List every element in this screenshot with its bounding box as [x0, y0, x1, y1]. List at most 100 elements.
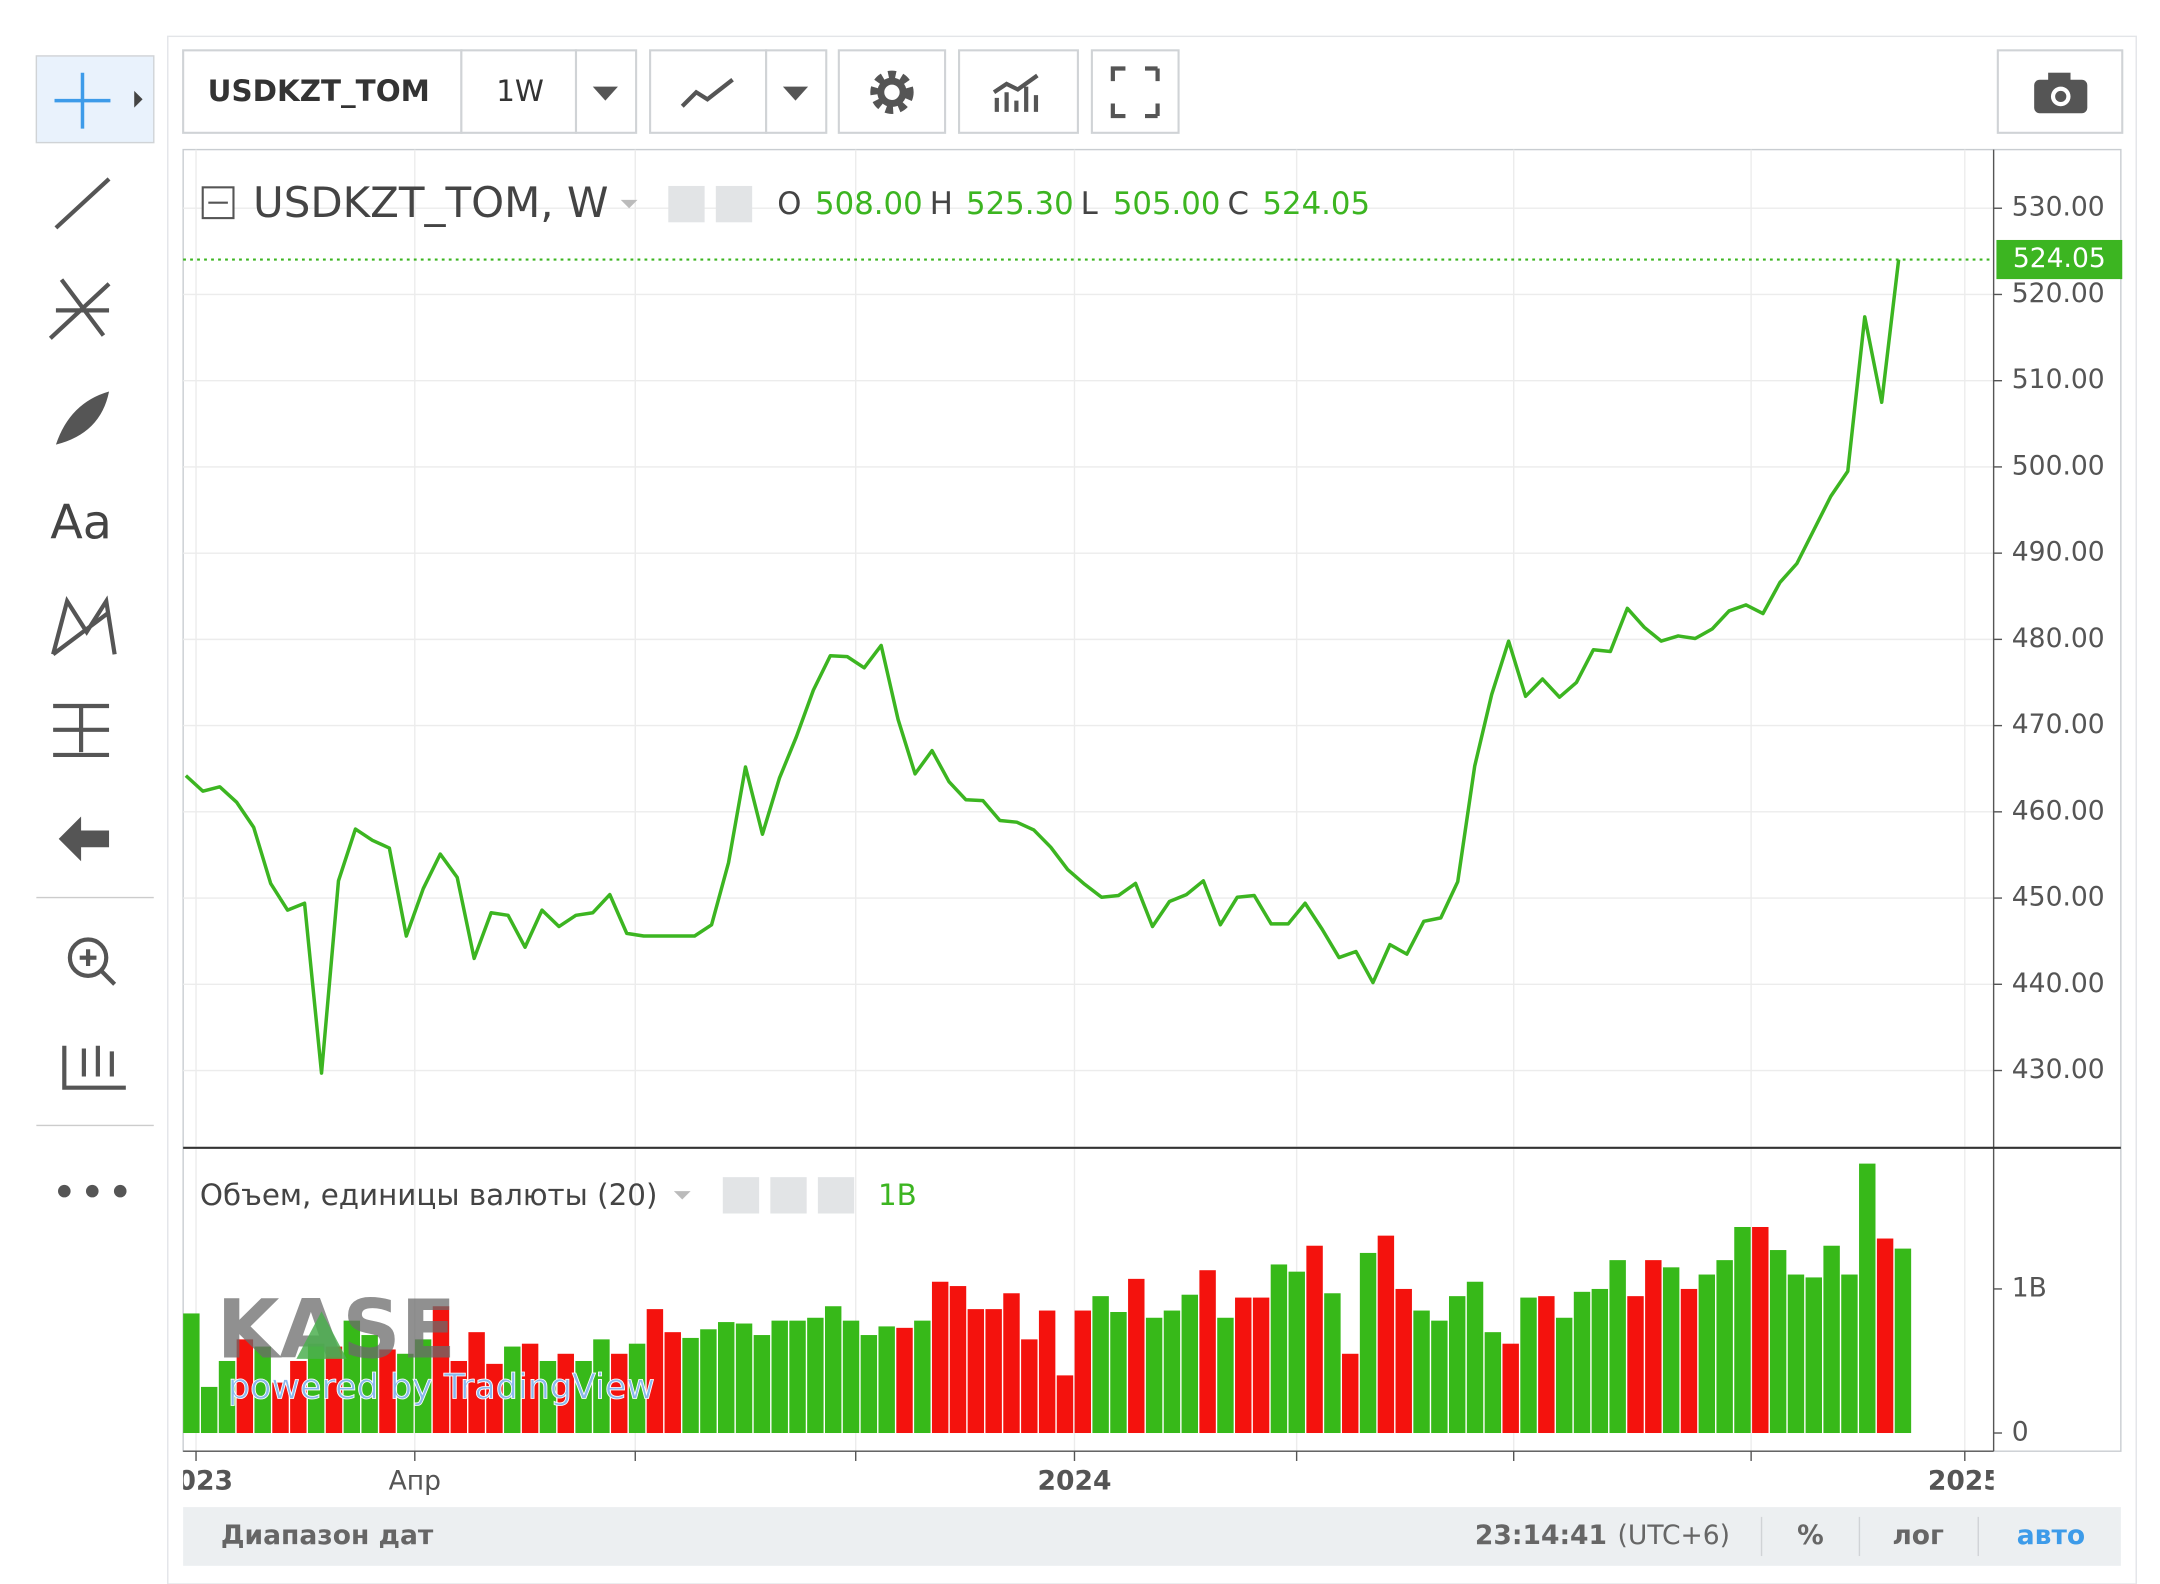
volume-bar [1538, 1296, 1555, 1434]
settings-button[interactable] [770, 1177, 807, 1214]
volume-bar [450, 1360, 468, 1434]
y-tick-label: 440.00 [2012, 968, 2105, 999]
volume-bar [1787, 1274, 1805, 1434]
volume-bar [1199, 1270, 1216, 1434]
volume-bar [628, 1343, 646, 1434]
log-toggle[interactable]: лог [1892, 1520, 1944, 1551]
y-tick-label: 490.00 [2012, 537, 2105, 568]
y-tick-label: 0 [2012, 1417, 2029, 1448]
volume-bar [539, 1360, 557, 1434]
back-tool[interactable] [58, 816, 110, 862]
date-range-button[interactable]: Диапазон дат [221, 1520, 434, 1551]
high-label: H [930, 186, 953, 222]
pitchfork-tool[interactable] [48, 278, 111, 340]
volume-bar [914, 1320, 931, 1434]
volume-bar [379, 1349, 396, 1434]
remove-button[interactable] [817, 1177, 855, 1214]
settings-button[interactable] [837, 49, 947, 134]
y-tick-label: 470.00 [2012, 709, 2105, 740]
volume-bar [646, 1309, 664, 1434]
ruler-tool[interactable] [62, 1045, 126, 1090]
low-label: L [1081, 186, 1098, 222]
volume-bar [1128, 1278, 1145, 1434]
volume-bar [468, 1332, 485, 1434]
x-tick-label: 2025 [1928, 1465, 2002, 1496]
volume-bar [557, 1353, 574, 1434]
volume-bar [183, 1313, 200, 1434]
volume-bar [718, 1322, 735, 1434]
volume-bar [1698, 1274, 1716, 1434]
volume-bar [200, 1386, 218, 1434]
auto-toggle[interactable]: авто [2017, 1520, 2085, 1551]
y-tick-label: 530.00 [2012, 192, 2105, 223]
watermark: KASE powered by TradingView [217, 1284, 656, 1408]
volume-bar [664, 1332, 681, 1434]
volume-bar [1181, 1294, 1198, 1434]
open-label: O [777, 186, 801, 222]
volume-bar [700, 1329, 717, 1434]
timezone[interactable]: (UTC+6) [1618, 1520, 1730, 1551]
volume-bar [343, 1320, 361, 1434]
volume-bar [1038, 1310, 1056, 1434]
volume-bar [575, 1360, 592, 1434]
volume-bar [1395, 1288, 1412, 1434]
open-value: 508.00 [815, 186, 923, 222]
volume-bar [414, 1339, 432, 1434]
measure-tool[interactable] [53, 703, 110, 758]
volume-bar [432, 1306, 450, 1434]
volume-bar [771, 1320, 788, 1434]
close-value: 524.05 [1262, 186, 1370, 222]
y-tick-label: 1B [2012, 1272, 2047, 1303]
y-tick-label: 510.00 [2012, 364, 2105, 395]
pattern-tool[interactable] [51, 595, 117, 656]
trend-line-tool[interactable] [54, 177, 111, 230]
volume-bar [807, 1317, 824, 1434]
series-settings-button[interactable] [715, 185, 753, 223]
indicators-button[interactable] [958, 49, 1079, 134]
clock: 23:14:41 [1475, 1520, 1607, 1551]
volume-bar [1003, 1293, 1020, 1434]
interval-button[interactable] [460, 49, 578, 134]
interval-text: 1W [496, 74, 544, 108]
y-tick-label: 460.00 [2012, 795, 2105, 826]
volume-bar [1342, 1353, 1359, 1434]
fullscreen-button[interactable] [1090, 49, 1180, 134]
visibility-button[interactable] [722, 1177, 760, 1214]
volume-bar [1645, 1260, 1662, 1434]
brush-tool[interactable] [55, 391, 110, 445]
x-axis-labels: 2023 Апр 2024 2025 [183, 1465, 2002, 1496]
y-tick-label: 450.00 [2012, 882, 2105, 913]
volume-bar [1110, 1311, 1127, 1434]
volume-current: 1B [878, 1178, 917, 1212]
close-label: C [1227, 186, 1248, 222]
volume-bar [1876, 1238, 1894, 1434]
chart-style-button[interactable] [649, 49, 768, 134]
volume-bar [1502, 1343, 1519, 1434]
expand-arrow[interactable] [134, 90, 143, 108]
volume-bar [1805, 1277, 1823, 1434]
volume-bar [824, 1306, 842, 1434]
visibility-button[interactable] [668, 185, 705, 223]
volume-bar [1092, 1296, 1109, 1434]
volume-bar [682, 1337, 699, 1434]
more-button[interactable] [58, 1184, 127, 1198]
price-legend: USDKZT_TOM, W O 508.00 H 525.30 L 505.00… [201, 178, 1370, 227]
volume-bar [1413, 1310, 1430, 1434]
volume-bar [1752, 1226, 1769, 1434]
volume-bar [985, 1309, 1002, 1434]
volume-bar [1591, 1288, 1609, 1434]
volume-bar [290, 1360, 307, 1434]
volume-bar [789, 1320, 806, 1434]
text-tool[interactable]: Aa [50, 496, 112, 551]
volume-bar [397, 1353, 414, 1434]
percent-toggle[interactable]: % [1797, 1520, 1824, 1551]
volume-bar [1288, 1271, 1305, 1434]
volume-bar [1235, 1297, 1252, 1434]
crosshair-icon [54, 72, 111, 129]
volume-bar [949, 1286, 967, 1434]
high-value: 525.30 [966, 186, 1074, 222]
volume-bar [735, 1323, 753, 1434]
zoom-tool[interactable] [67, 937, 109, 978]
